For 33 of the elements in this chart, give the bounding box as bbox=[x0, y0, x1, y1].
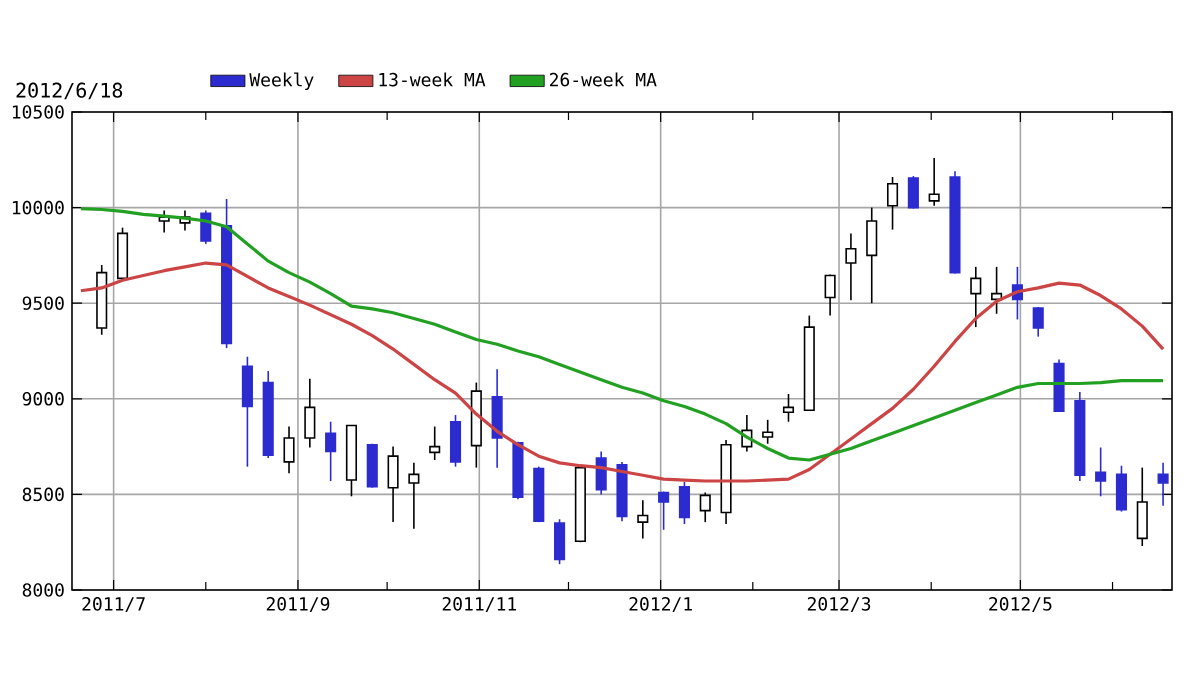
candlestick bbox=[699, 491, 711, 523]
legend-label: 26-week MA bbox=[549, 72, 657, 87]
y-tick-label: 8500 bbox=[22, 487, 64, 502]
y-tick-label: 9500 bbox=[22, 296, 64, 310]
y-tick-label: 10500 bbox=[12, 105, 64, 119]
candlestick bbox=[970, 266, 982, 328]
candlestick bbox=[824, 273, 836, 317]
legend-label: Weekly bbox=[249, 72, 314, 90]
x-tick-label: 2012/3 bbox=[807, 597, 871, 613]
y-tick-label: 8000 bbox=[22, 583, 64, 597]
candlestick bbox=[762, 419, 774, 445]
candlestick bbox=[1095, 446, 1107, 498]
x-tick-label: 2011/9 bbox=[266, 597, 330, 613]
candlestick bbox=[325, 420, 337, 482]
candlestick bbox=[429, 425, 441, 461]
candlestick bbox=[1157, 462, 1169, 507]
candlestick bbox=[283, 425, 295, 475]
candlestick bbox=[637, 499, 649, 540]
chart-subtitle: 2012/6/18 bbox=[16, 82, 123, 100]
x-tick-label: 2011/7 bbox=[82, 597, 145, 613]
legend-label: 13-week MA bbox=[379, 72, 486, 87]
candlestick bbox=[658, 490, 670, 531]
x-tick-label: 2011/11 bbox=[442, 597, 517, 613]
y-tick-label: 10000 bbox=[12, 200, 64, 215]
candlestick bbox=[782, 393, 795, 423]
candlestick bbox=[408, 462, 420, 530]
candlestick bbox=[1032, 306, 1044, 338]
x-tick-label: 2012/5 bbox=[989, 597, 1052, 613]
y-tick-label: 9000 bbox=[22, 391, 64, 406]
candlestick bbox=[928, 157, 940, 207]
candlestick bbox=[845, 232, 857, 302]
x-tick-label: 2012/1 bbox=[629, 597, 692, 613]
candlestick bbox=[886, 176, 899, 231]
